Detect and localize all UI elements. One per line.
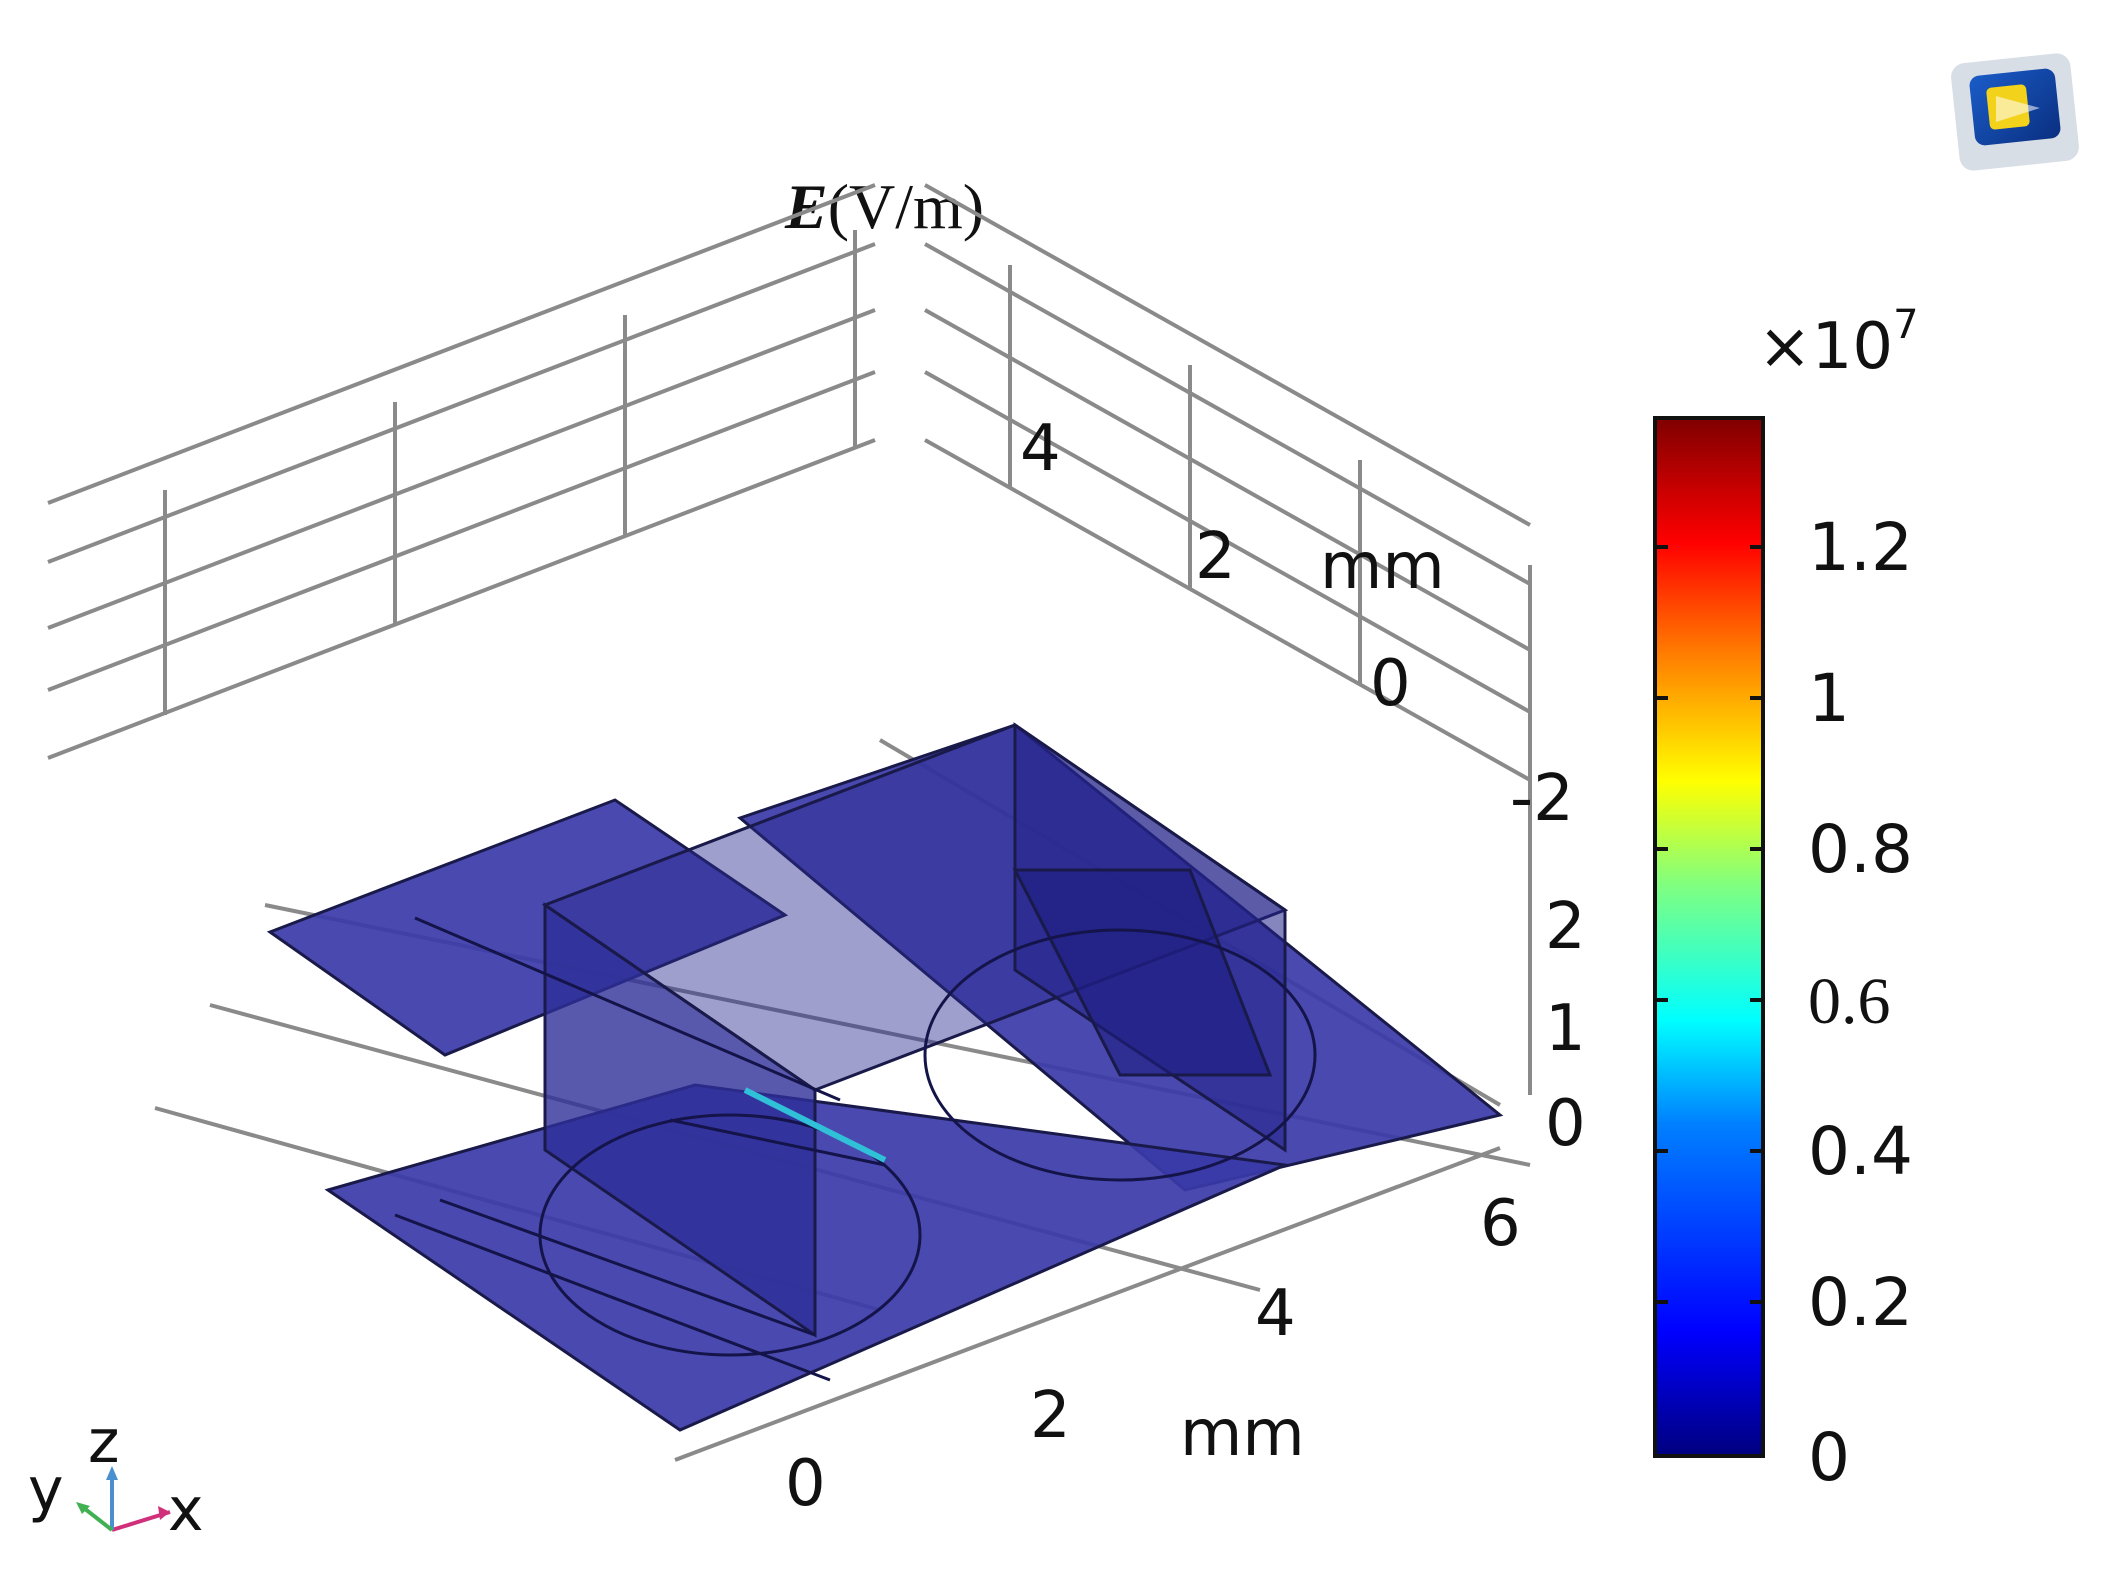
colorbar-multiplier: ×107 (1758, 302, 1919, 384)
colorbar-gradient (1653, 416, 1765, 1458)
z-tick-1: 1 (1545, 992, 1586, 1066)
y-axis-unit: mm (1320, 530, 1445, 604)
colorbar-tick-0-6: 0.6 (1808, 965, 1891, 1038)
x-tick-1: 2 (1030, 1379, 1071, 1453)
feed-line-highlight (743, 1087, 887, 1163)
colorbar: ×107 1.2 1 0.8 0.6 0.4 0.2 0 (1653, 302, 1919, 1496)
y-axis: 4 2 0 -2 mm (1020, 412, 1574, 836)
axes-grid (47, 183, 1532, 1462)
y-tick-0: 4 (1020, 412, 1061, 486)
inner-strip (1012, 868, 1273, 1077)
colorbar-tick-1: 1 (1808, 660, 1850, 737)
z-tick-2: 0 (1545, 1087, 1586, 1161)
y-tick-1: 2 (1195, 520, 1236, 594)
triad-y-label: y (28, 1455, 64, 1525)
colorbar-tick-1-2: 1.2 (1808, 509, 1913, 586)
back-circle (923, 928, 1317, 1182)
triad-z-label: z (88, 1407, 120, 1477)
comsol-logo-icon[interactable] (1950, 52, 2081, 172)
y-tick-3: -2 (1510, 762, 1574, 836)
triad-x-label: x (168, 1475, 204, 1545)
y-tick-2: 0 (1370, 647, 1411, 721)
colorbar-tick-0: 0 (1808, 1419, 1850, 1496)
colorbar-tick-0-8: 0.8 (1808, 811, 1913, 888)
axis-triad-icon: y z x (28, 1407, 204, 1545)
colorbar-tick-0-4: 0.4 (1808, 1113, 1913, 1190)
z-tick-0: 2 (1545, 890, 1586, 964)
colorbar-exponent: 7 (1893, 302, 1918, 348)
x-tick-2: 4 (1255, 1277, 1296, 1351)
device-geometry (266, 722, 1504, 1432)
colorbar-tick-0-2: 0.2 (1808, 1264, 1913, 1341)
z-axis: 2 1 0 (1545, 890, 1586, 1161)
x-tick-0: 0 (785, 1447, 826, 1521)
x-tick-3: 6 (1480, 1187, 1521, 1261)
x-axis-unit: mm (1180, 1397, 1305, 1471)
x-axis: 0 2 4 6 mm (785, 1187, 1521, 1521)
